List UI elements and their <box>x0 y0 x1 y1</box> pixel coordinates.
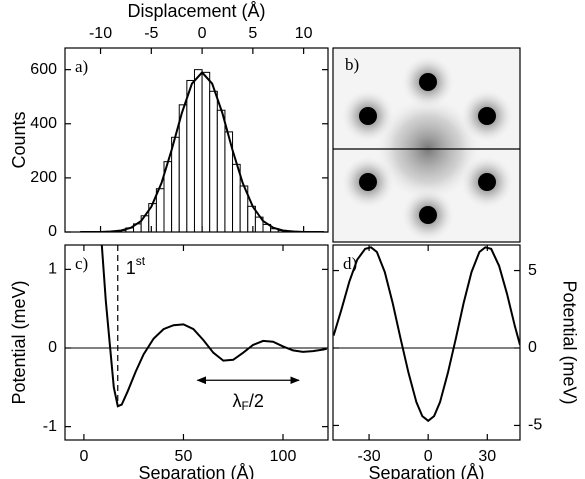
panel-label: c) <box>75 254 88 273</box>
bar <box>232 163 241 232</box>
annotation: 1st <box>126 254 146 278</box>
frame <box>64 47 329 233</box>
annotation-text: /2 <box>249 391 264 411</box>
plot-area <box>333 246 520 423</box>
y-tick-label: 0 <box>528 339 537 356</box>
frame <box>332 47 521 243</box>
panel-label: b) <box>345 55 359 74</box>
y-tick-label: -1 <box>43 418 57 435</box>
x-tick-label: 0 <box>424 448 433 465</box>
x-tick-label: 5 <box>248 25 257 42</box>
x-tick-label: -5 <box>144 25 158 42</box>
panel-label: a) <box>75 57 88 76</box>
x-tick-label: 50 <box>175 448 193 465</box>
annotation-text: λ <box>232 391 241 411</box>
plot-area <box>65 245 328 408</box>
bar <box>155 188 165 232</box>
y-tick-label: 0 <box>48 223 57 240</box>
x-axis-title: Displacement (Å) <box>127 1 265 21</box>
y-tick-label: 600 <box>30 61 57 78</box>
x-tick-label: 0 <box>198 25 207 42</box>
bar <box>178 104 188 232</box>
frame <box>332 244 521 441</box>
x-tick-label: -10 <box>89 25 112 42</box>
y-tick-label: 400 <box>30 115 57 132</box>
curve <box>333 246 520 423</box>
curve <box>100 245 327 408</box>
x-tick-label: 0 <box>79 448 88 465</box>
bar <box>216 109 226 232</box>
fit-line <box>80 70 324 232</box>
panel-label: d) <box>343 254 357 273</box>
x-tick-label: -30 <box>357 448 380 465</box>
x-tick-label: 10 <box>295 25 313 42</box>
bar <box>209 90 218 232</box>
y-tick-label: 200 <box>30 169 57 186</box>
panel-b-image <box>333 48 520 243</box>
y-tick-label: 5 <box>528 262 537 279</box>
y-tick-label: -5 <box>528 417 542 434</box>
bar <box>186 79 195 232</box>
y-tick-label: 1 <box>48 261 57 278</box>
bar <box>171 136 180 232</box>
annotation-sup: st <box>136 254 146 268</box>
x-tick-label: 100 <box>270 448 297 465</box>
frame <box>64 244 329 441</box>
x-tick-label: 30 <box>478 448 496 465</box>
annotation-sub: F <box>241 399 248 413</box>
annotation: λF/2 <box>232 391 263 413</box>
y-tick-label: 0 <box>48 339 57 356</box>
y-axis-title: Counts <box>9 111 29 168</box>
y-axis-title: Potential (meV) <box>9 280 29 404</box>
bar <box>193 69 203 232</box>
x-axis-title: Separation (Å) <box>368 463 484 479</box>
x-axis-title: Separation (Å) <box>138 463 254 479</box>
bar <box>201 71 211 232</box>
annotation-text: 1 <box>126 258 136 278</box>
y-axis-title: Potential (meV) <box>559 280 579 404</box>
plot-area <box>80 69 324 232</box>
